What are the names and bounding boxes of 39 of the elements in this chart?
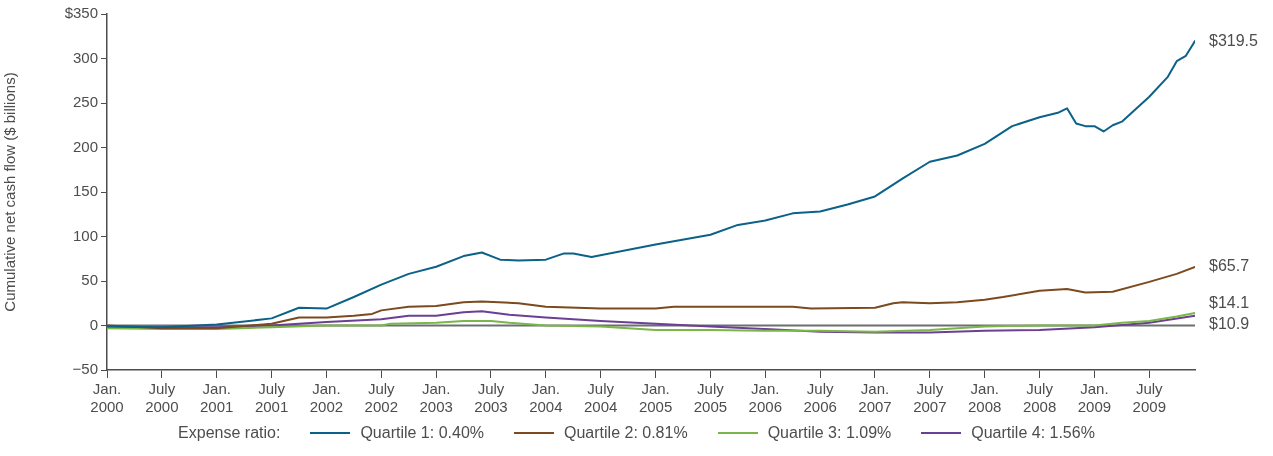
data-label: $65.7: [1209, 257, 1250, 275]
y-tick-label: 0: [89, 315, 98, 333]
x-tick-label: July 2001: [254, 380, 289, 416]
y-tick-label: 100: [72, 226, 98, 244]
x-tick-label: Jan. 2004: [529, 380, 563, 416]
x-tick-label: Jan. 2007: [858, 380, 892, 416]
data-label: $14.1: [1209, 294, 1250, 312]
x-tick-label: Jan. 2002: [309, 380, 344, 416]
x-tick-label: Jan. 2001: [200, 380, 234, 416]
legend-label: Quartile 4: 1.56%: [971, 424, 1095, 442]
data-label: $319.5: [1209, 31, 1259, 49]
y-tick-label: $350: [64, 4, 98, 22]
x-tick-label: July 2005: [693, 380, 728, 416]
legend-label: Quartile 3: 1.09%: [767, 424, 892, 442]
y-tick-label: 150: [72, 182, 98, 200]
x-tick-label: July 2009: [1132, 380, 1166, 416]
y-tick-label: 50: [81, 271, 98, 289]
x-tick-label: Jan. 2003: [419, 380, 453, 416]
y-tick-label: −50: [72, 360, 98, 378]
legend-title: Expense ratio:: [178, 424, 281, 442]
data-label: $10.9: [1209, 315, 1250, 333]
x-tick-label: Jan. 2006: [748, 380, 782, 416]
y-tick-label: 200: [72, 137, 98, 155]
x-tick-label: July 2003: [474, 380, 508, 416]
y-tick-label: 250: [72, 93, 98, 111]
x-tick-label: July 2000: [145, 380, 179, 416]
y-axis-title: Cumulative net cash flow ($ billions): [1, 72, 19, 312]
x-tick-label: Jan. 2008: [968, 380, 1002, 416]
x-tick-label: July 2008: [1022, 380, 1057, 416]
x-tick-label: Jan. 2005: [638, 380, 673, 416]
y-tick-label: 300: [72, 48, 98, 66]
x-tick-label: July 2007: [913, 380, 947, 416]
legend-label: Quartile 2: 0.81%: [564, 424, 688, 442]
x-tick-label: Jan. 2000: [90, 380, 124, 416]
x-tick-label: July 2006: [803, 380, 837, 416]
x-tick-label: July 2002: [364, 380, 398, 416]
legend-label: Quartile 1: 0.40%: [360, 424, 485, 442]
x-tick-label: July 2004: [584, 380, 618, 416]
x-tick-label: Jan. 2009: [1077, 380, 1112, 416]
